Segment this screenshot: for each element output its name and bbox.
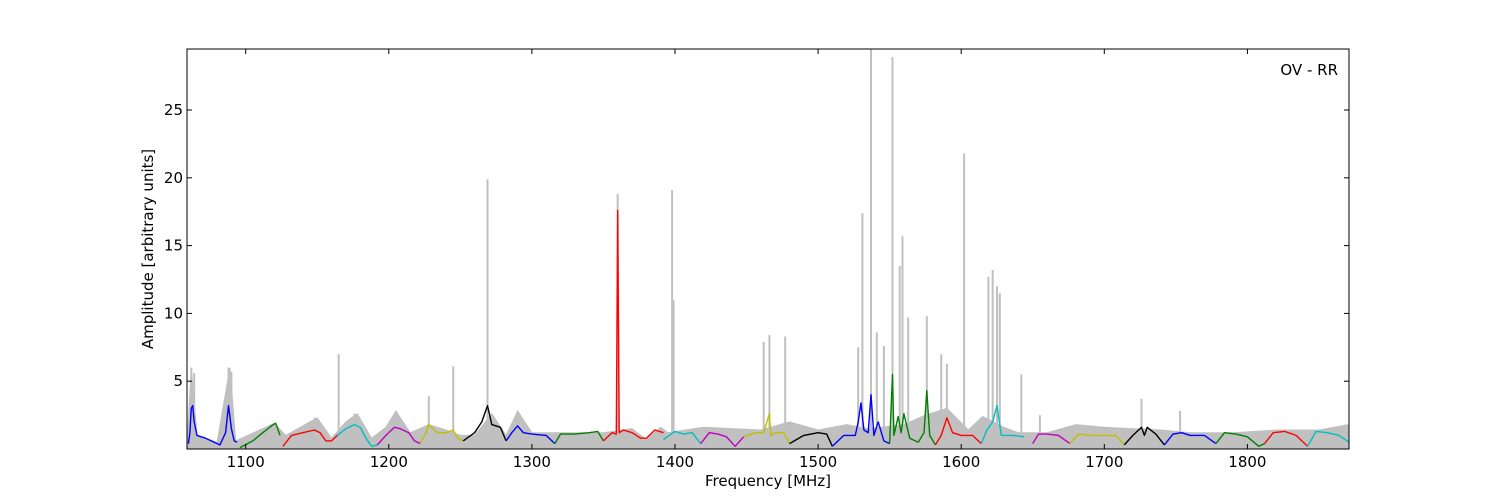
band-series-line bbox=[505, 425, 556, 445]
band-series-line bbox=[1163, 432, 1217, 446]
band-series-line bbox=[831, 394, 890, 447]
band-series-line bbox=[419, 423, 464, 444]
plot-frame bbox=[186, 48, 1350, 450]
band-series-line bbox=[888, 373, 937, 446]
background-spectrum bbox=[187, 49, 1349, 449]
band-series-line bbox=[602, 209, 664, 442]
x-tick-label: 1700 bbox=[1085, 453, 1123, 471]
band-series-line bbox=[554, 430, 605, 444]
band-series-line bbox=[187, 404, 238, 446]
band-series-line bbox=[789, 432, 834, 447]
y-axis: 5 10 15 20 25 bbox=[164, 101, 1349, 390]
band-series-line bbox=[934, 417, 982, 446]
band-series-line bbox=[1264, 430, 1308, 447]
x-tick-label: 1800 bbox=[1228, 453, 1266, 471]
y-tick-label: 20 bbox=[164, 169, 183, 187]
x-axis: 1100 1200 1300 1400 1500 1600 1700 1800 bbox=[227, 49, 1266, 471]
x-tick-label: 1400 bbox=[656, 453, 694, 471]
band-series-line bbox=[376, 426, 421, 446]
x-axis-label: Frequency [MHz] bbox=[705, 472, 831, 490]
y-tick-label: 25 bbox=[164, 101, 183, 119]
band-series-line bbox=[1032, 433, 1071, 445]
band-series-line bbox=[663, 430, 702, 445]
band-series-line bbox=[239, 422, 281, 449]
background-envelope bbox=[187, 367, 1349, 449]
y-axis-label: Amplitude [arbitrary units] bbox=[139, 149, 157, 349]
x-tick-label: 1600 bbox=[942, 453, 980, 471]
band-series-line bbox=[1123, 426, 1165, 446]
band-series-line bbox=[462, 404, 507, 442]
band-series-line bbox=[700, 432, 745, 447]
x-tick-label: 1200 bbox=[370, 453, 408, 471]
band-series-line bbox=[980, 404, 1025, 444]
band-series-line bbox=[1069, 433, 1125, 446]
band-series-group bbox=[187, 209, 1349, 449]
x-tick-label: 1500 bbox=[799, 453, 837, 471]
plot-annotation: OV - RR bbox=[1280, 61, 1338, 79]
y-tick-label: 10 bbox=[164, 304, 183, 322]
x-tick-label: 1300 bbox=[513, 453, 551, 471]
x-tick-label: 1100 bbox=[227, 453, 265, 471]
y-tick-label: 15 bbox=[164, 237, 183, 255]
y-tick-label: 5 bbox=[173, 372, 183, 390]
band-series-line bbox=[336, 423, 378, 447]
band-series-line bbox=[1215, 432, 1265, 447]
band-series-line bbox=[282, 429, 338, 447]
band-series-line bbox=[743, 413, 791, 444]
band-series-line bbox=[1306, 430, 1349, 447]
